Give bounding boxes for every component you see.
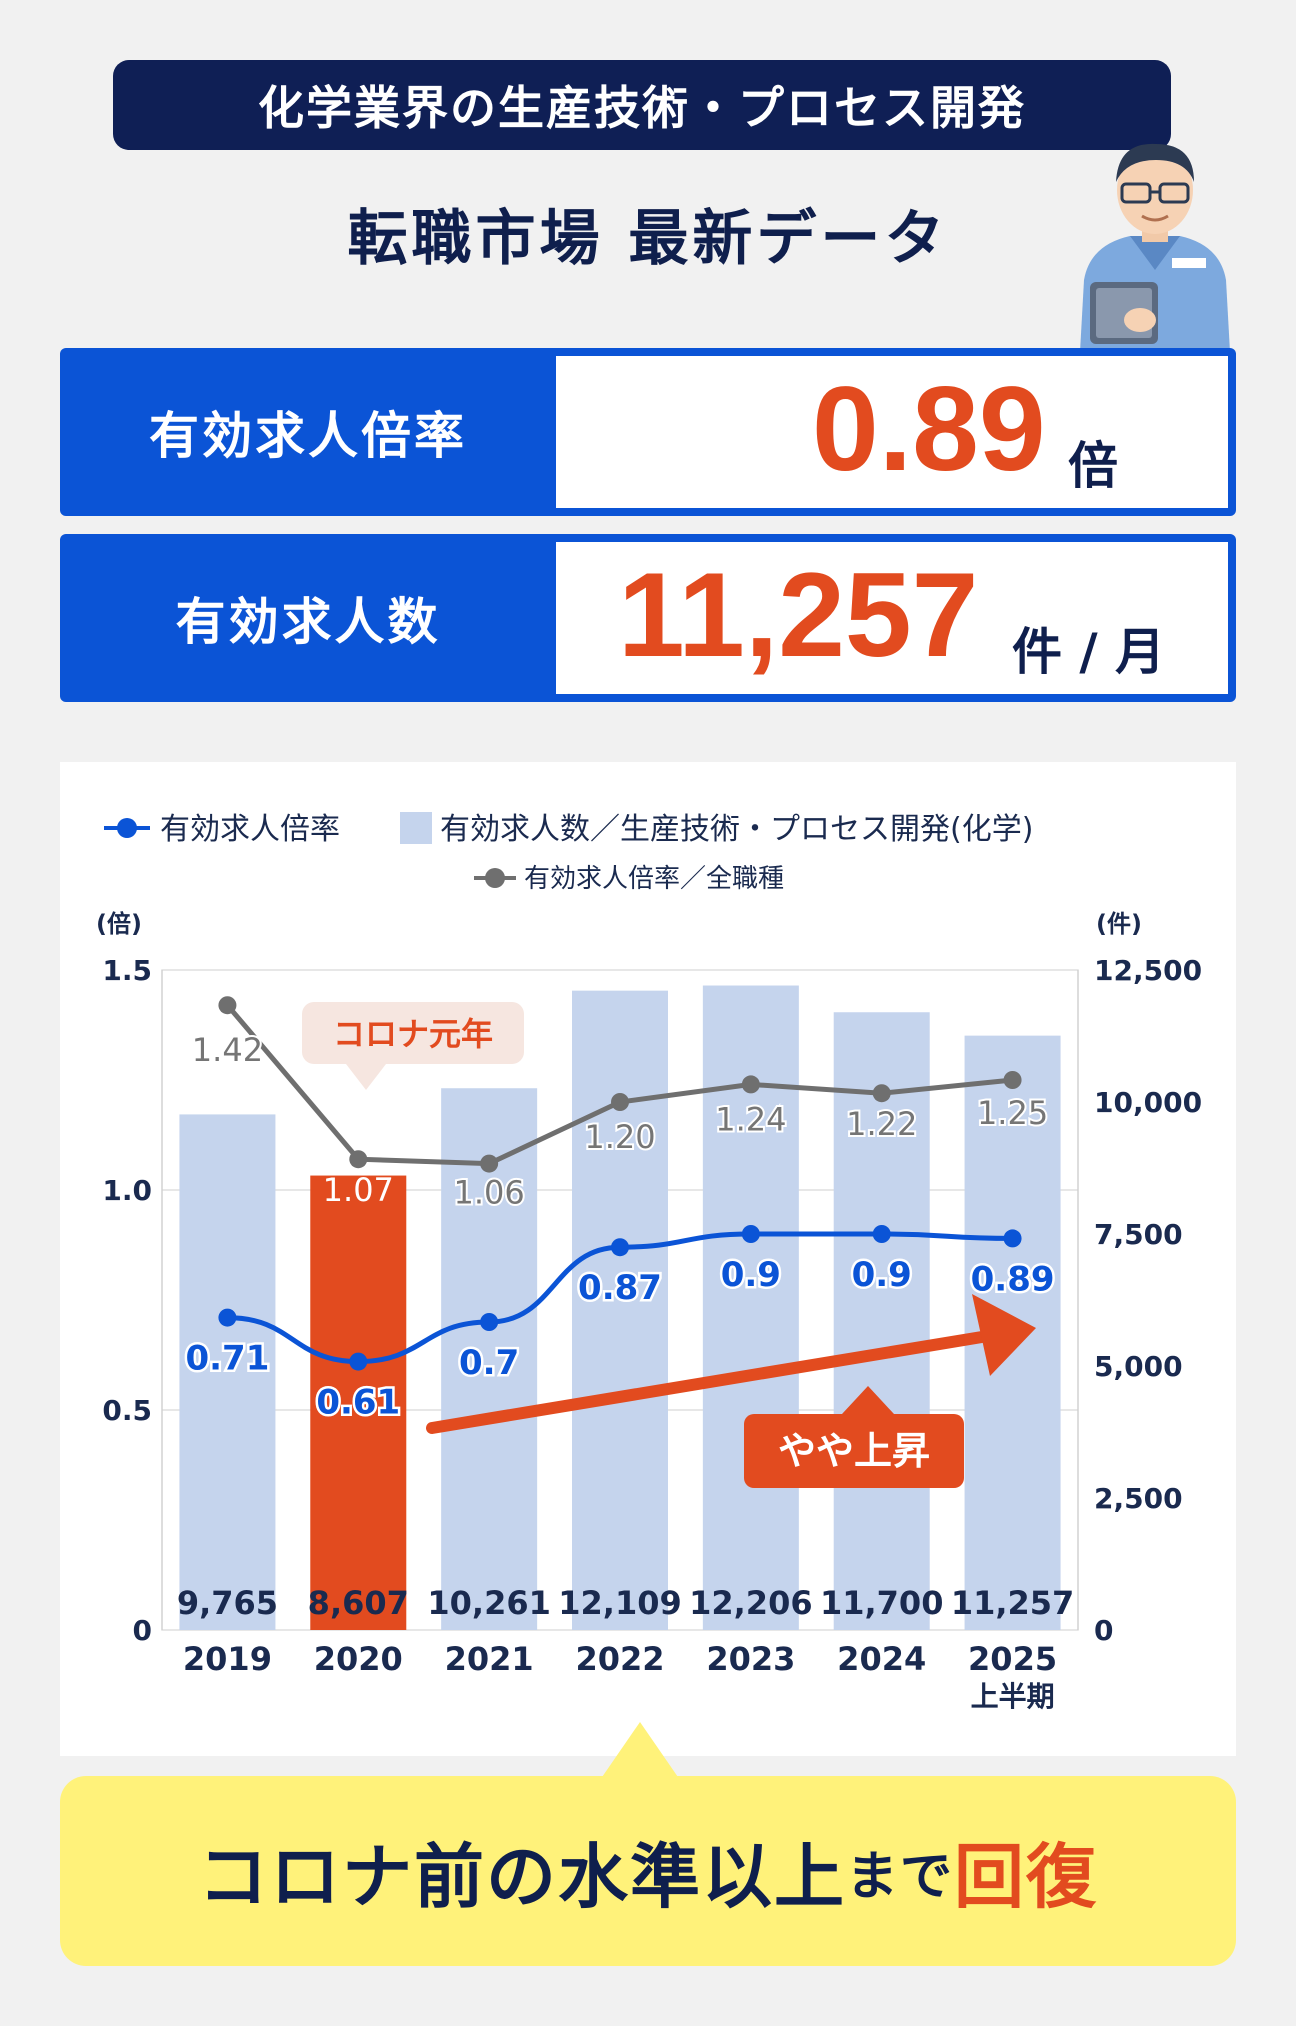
bar-value-label: 10,261 — [427, 1584, 550, 1622]
point-main-ratio — [349, 1352, 368, 1371]
legend-label-bar: 有効求人数／生産技術・プロセス開発(化学) — [440, 812, 1033, 847]
label-all-jobs: 1.24 — [715, 1100, 786, 1138]
stat-value-area-count: 11,257 件 / 月 — [556, 542, 1228, 694]
stat-label-ratio: 有効求人倍率 — [149, 407, 467, 465]
x-tick-sublabel: 上半期 — [971, 1680, 1055, 1713]
corona-bubble — [302, 1002, 524, 1064]
point-main-ratio — [218, 1308, 237, 1327]
stat-unit-ratio: 倍 — [1068, 437, 1118, 495]
stat-value-ratio: 0.89 — [812, 362, 1046, 496]
point-main-ratio — [480, 1313, 499, 1331]
trend-bubble — [744, 1414, 964, 1488]
label-all-jobs: 1.42 — [192, 1031, 263, 1069]
y-left-unit: (倍) — [96, 910, 142, 938]
label-main-ratio: 0.7 — [459, 1343, 519, 1383]
bar-2021 — [441, 1088, 538, 1630]
bar-value-label: 9,765 — [177, 1584, 278, 1622]
label-main-ratio: 0.9 — [852, 1255, 912, 1295]
y-right-tick: 12,500 — [1094, 954, 1202, 987]
point-all-jobs — [480, 1154, 499, 1173]
trend-arrow-head — [972, 1294, 1036, 1376]
corona-label: コロナ元年 — [333, 1015, 493, 1053]
point-all-jobs — [611, 1093, 629, 1111]
legend-point-main — [117, 818, 137, 838]
y-left-tick: 0 — [133, 1614, 152, 1647]
point-main-ratio — [1003, 1229, 1022, 1248]
x-tick-label: 2019 — [183, 1640, 272, 1678]
engineer-illustration — [1080, 143, 1230, 352]
callout-pointer — [600, 1722, 680, 1780]
point-all-jobs — [349, 1150, 368, 1169]
legend-point-all — [485, 868, 505, 888]
conclusion-callout: コロナ前の水準以上 まで 回復 — [60, 1776, 1236, 1966]
bar-value-label: 11,257 — [951, 1584, 1074, 1622]
stat-box-ratio: 有効求人倍率 0.89 倍 — [60, 348, 1236, 516]
label-all-jobs: 1.25 — [977, 1094, 1048, 1132]
corona-bubble-pointer — [346, 1064, 386, 1090]
label-main-ratio: 0.9 — [721, 1255, 781, 1295]
x-tick-label: 2024 — [837, 1640, 926, 1678]
stat-unit-count: 件 / 月 — [1012, 623, 1166, 681]
y-right-tick: 2,500 — [1094, 1482, 1183, 1515]
point-all-jobs — [218, 996, 237, 1015]
bar-2020 — [310, 1175, 407, 1630]
y-left-tick: 0.5 — [102, 1394, 152, 1427]
legend-label-main: 有効求人倍率 — [160, 812, 340, 847]
stat-value-area-ratio: 0.89 倍 — [556, 356, 1228, 508]
x-tick-label: 2021 — [445, 1640, 534, 1678]
trend-label: やや上昇 — [778, 1429, 930, 1473]
legend-swatch-bar — [400, 812, 432, 844]
bar-2024 — [833, 1012, 930, 1630]
point-main-ratio — [872, 1225, 891, 1243]
point-all-jobs — [1003, 1071, 1022, 1089]
callout-text: コロナ前の水準以上 まで 回復 — [60, 1776, 1236, 1966]
stat-value-count: 11,257 — [618, 548, 979, 682]
y-right-unit: (件) — [1096, 910, 1142, 938]
point-main-ratio — [741, 1225, 760, 1243]
label-main-ratio: 0.71 — [185, 1339, 269, 1379]
label-all-jobs: 1.20 — [584, 1118, 655, 1156]
chart-panel: 9,765 8,607 10,261 12,109 12,206 11,700 11,257… — [60, 762, 1236, 1756]
stat-label-count: 有効求人数 — [175, 593, 441, 651]
y-left-tick: 1.5 — [102, 954, 152, 987]
point-all-jobs — [741, 1075, 760, 1094]
label-all-jobs: 1.22 — [846, 1105, 917, 1143]
label-all-jobs: 1.07 — [323, 1171, 394, 1209]
chart-svg: 9,765 8,607 10,261 12,109 12,206 11,700 11,257… — [96, 812, 1202, 1713]
y-right-tick: 7,500 — [1094, 1218, 1183, 1251]
bar-value-label: 8,607 — [308, 1584, 409, 1622]
header-subtitle: 転職市場 最新データ — [347, 204, 949, 274]
bar-value-label: 12,109 — [558, 1584, 681, 1622]
callout-part3: 回復 — [954, 1835, 1098, 1918]
callout-part2: まで — [845, 1846, 954, 1907]
point-all-jobs — [872, 1084, 891, 1103]
bar-2019 — [179, 1114, 276, 1630]
y-right-tick: 10,000 — [1094, 1086, 1202, 1119]
label-main-ratio: 0.61 — [316, 1383, 400, 1423]
bar-2022 — [572, 990, 668, 1630]
trend-arrow-shaft — [426, 1328, 1006, 1434]
y-right-tick: 0 — [1094, 1614, 1113, 1647]
stat-box-count: 有効求人数 11,257 件 / 月 — [60, 534, 1236, 702]
x-tick-label: 2022 — [575, 1640, 664, 1678]
y-right-tick: 5,000 — [1094, 1350, 1183, 1383]
x-tick-label: 2025 — [968, 1640, 1057, 1678]
point-main-ratio — [611, 1238, 629, 1257]
x-tick-label: 2020 — [314, 1640, 403, 1678]
y-left-tick: 1.0 — [102, 1174, 152, 1207]
label-main-ratio: 0.87 — [578, 1268, 662, 1308]
bar-value-label: 11,700 — [820, 1584, 943, 1622]
trend-bubble-pointer — [842, 1386, 894, 1414]
label-main-ratio: 0.89 — [971, 1259, 1055, 1299]
bar-value-label: 12,206 — [689, 1584, 812, 1622]
x-tick-label: 2023 — [706, 1640, 795, 1678]
legend-label-all: 有効求人倍率／全職種 — [524, 864, 784, 894]
callout-part1: コロナ前の水準以上 — [197, 1835, 846, 1918]
label-all-jobs: 1.06 — [454, 1174, 525, 1212]
header-title: 化学業界の生産技術・プロセス開発 — [113, 60, 1171, 150]
